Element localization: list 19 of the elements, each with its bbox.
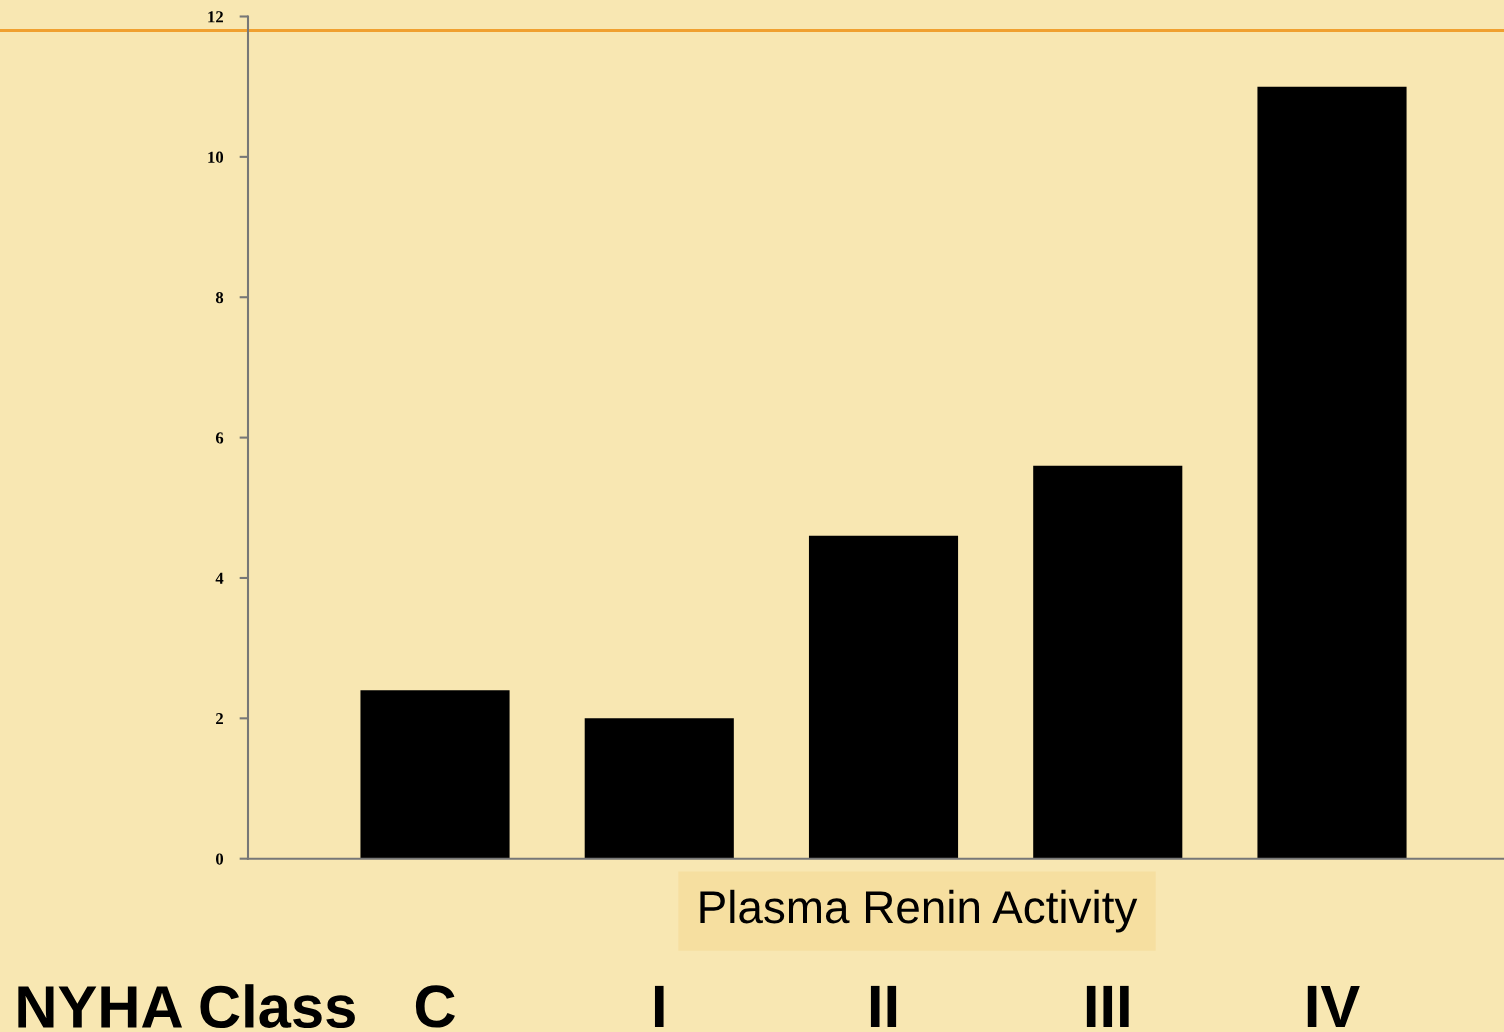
y-tick-label: 0 (216, 853, 224, 865)
y-tick-label: 6 (215, 432, 224, 444)
text: Plasma Renin Activity (700, 889, 1138, 933)
y-tick-label: 8 (215, 291, 224, 304)
y-tick-label: 2 (216, 713, 223, 725)
x-tick-label: III (1086, 985, 1129, 1027)
bar (1257, 86, 1407, 859)
y-tick-label: 12 (208, 11, 223, 23)
x-tick-label: I (654, 985, 664, 1027)
bar (808, 535, 959, 859)
x-tick-label: IV (1307, 985, 1360, 1027)
y-tick-label: 4 (215, 572, 224, 584)
bar (1033, 465, 1183, 859)
y-tick-label: 10 (208, 151, 224, 163)
x-axis-title: NYHA Class (18, 984, 355, 1029)
bar (360, 690, 510, 859)
x-tick-label: II (870, 985, 897, 1027)
x-tick-label: C (415, 985, 455, 1028)
bar (584, 718, 734, 859)
